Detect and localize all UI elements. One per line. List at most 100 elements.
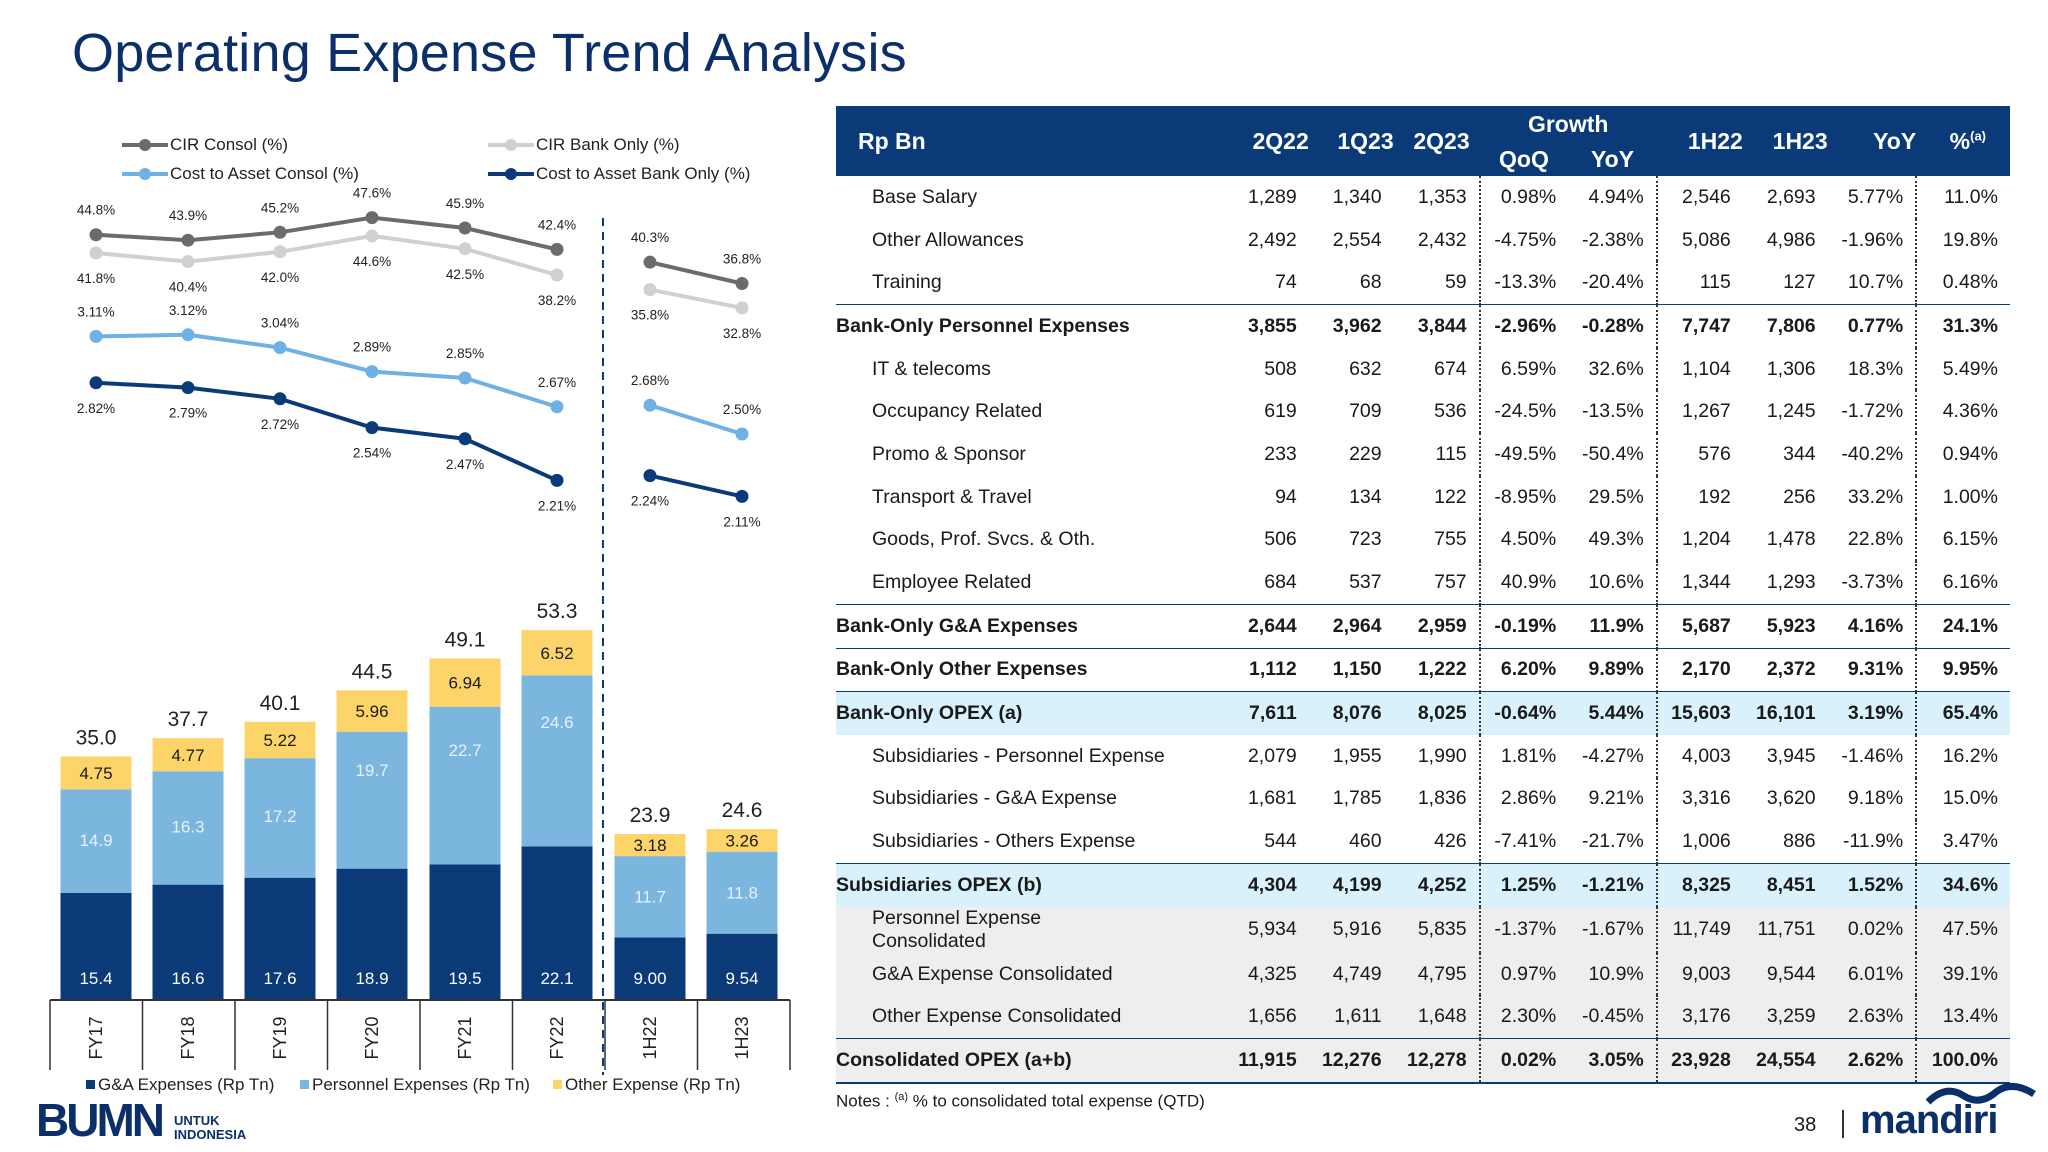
header-1h23: 1H23 [1742,106,1828,176]
table-cell: 24,554 [1742,1038,1828,1084]
table-cell: 59 [1393,261,1481,305]
bar-data-label: 22.1 [540,969,573,988]
bar-category-label: FY20 [362,1016,382,1059]
line-point [735,301,749,315]
line-series-2 [649,403,743,436]
table-cell: 7,806 [1742,304,1828,348]
table-cell: 3,316 [1681,787,1731,810]
table-cell: 755 [1393,518,1481,562]
table-cell: 4,252 [1393,862,1481,907]
table-cell: 11,915 [1225,1038,1309,1084]
row-label: Subsidiaries - G&A Expense [872,787,1117,810]
line-point [89,329,103,343]
table-cell: 1,990 [1393,734,1481,778]
line-point [273,392,287,406]
legend-label: CIR Consol (%) [170,135,288,154]
line-data-label: 32.8% [723,326,761,341]
table-row: Subsidiaries OPEX (b) 4,304 4,199 4,252 1.25… [836,862,2010,907]
table-cell: -20.4% [1568,261,1658,305]
table-cell: 9,003 [1656,952,1743,996]
table-row: Subsidiaries - Personnel Expense 2,079 1,9… [836,734,2010,778]
table-cell: -49.5% [1494,442,1557,465]
line-data-label: 43.9% [169,208,207,223]
bar-total-label: 23.9 [630,804,671,827]
bar-segment [60,892,132,1000]
line-point [550,400,564,414]
table-cell: 192 [1698,485,1731,508]
table-cell: 0.77% [1827,304,1918,348]
bar-segment [429,864,501,1000]
bar-data-label: 14.9 [79,831,112,850]
bar-segment [521,846,593,1000]
table-cell: 2,546 [1681,185,1731,208]
line-point [643,398,657,412]
bar-total-label: 49.1 [445,628,486,651]
table-cell: 576 [1698,442,1731,465]
header-1q23: 1Q23 [1308,106,1394,176]
legend-marker [505,139,517,151]
table-cell: -1.21% [1568,862,1658,907]
line-data-label: 42.5% [446,267,484,282]
opex-table: Rp Bn 2Q22 1Q23 2Q23 Growth 1H22 1H23 Yo… [836,106,2010,1084]
bar-category-label: 1H23 [732,1016,752,1059]
header-2q23: 2Q23 [1393,106,1480,176]
bar-data-label: 24.6 [540,713,573,732]
table-cell: 5,923 [1742,603,1828,649]
table-cell: 2,492 [1247,228,1297,251]
table-cell: 0.48% [1942,271,1998,294]
table-cell: 122 [1393,475,1481,519]
table-cell: 544 [1264,830,1297,853]
bar-segment [521,675,593,847]
table-row: Consolidated OPEX (a+b) 11,915 12,276 12,27… [836,1038,2010,1084]
row-label: Other Allowances [872,228,1024,251]
row-label: Occupancy Related [872,400,1043,423]
table-cell: 16,101 [1742,691,1828,735]
table-cell: -0.19% [1479,603,1569,649]
table-cell: 7,611 [1225,691,1309,735]
table-cell: 4,199 [1308,862,1394,907]
bar-segment [244,758,316,878]
table-cell: -2.38% [1568,218,1658,262]
line-point [365,365,379,379]
table-cell: 1,478 [1766,528,1816,551]
table-cell: 3.47% [1942,830,1998,853]
bar-category-label: FY18 [178,1016,198,1059]
table-cell: 5.44% [1568,691,1658,735]
line-point [735,489,749,503]
line-point [365,211,379,225]
row-label: Bank-Only G&A Expenses [836,603,1226,649]
bar-data-label: 22.7 [448,741,481,760]
bar-segment [244,721,316,759]
bar-segment [706,829,778,852]
header-growth: Growth [1479,106,1657,142]
table-cell: 0.02% [1479,1038,1569,1084]
table-cell: 4.50% [1500,528,1557,551]
table-cell: 0.97% [1479,952,1569,996]
line-data-label: 2.67% [538,375,576,390]
table-cell: 2,644 [1225,603,1309,649]
table-cell: 10.6% [1568,561,1658,605]
table-cell: 13.4% [1916,995,2010,1039]
table-cell: 4.94% [1568,176,1658,219]
bar-data-label: 6.52 [540,644,573,663]
line-point [273,245,287,259]
legend-swatch [86,1080,95,1089]
row-label: Personnel Expense Consolidated [836,906,1226,953]
table-cell: 8,451 [1742,862,1828,907]
table-cell: 6.16% [1942,571,1998,594]
bar-segment [429,658,501,707]
bar-data-label: 3.26 [725,831,758,850]
bar-data-label: 4.75 [79,764,112,783]
line-point [181,255,195,269]
table-cell: 3,259 [1742,995,1828,1039]
bar-segment [706,933,778,1000]
table-cell: -4.27% [1568,734,1658,778]
table-row: Bank-Only OPEX (a) 7,611 8,076 8,025 -0.64% 5… [836,691,2010,735]
table-cell: 5,835 [1393,906,1481,953]
table-cell: -0.64% [1479,691,1569,735]
line-series-3 [95,380,558,483]
table-cell: 4,304 [1225,862,1309,907]
page-title: Operating Expense Trend Analysis [72,23,907,83]
row-label: G&A Expense Consolidated [836,952,1226,996]
line-point [365,229,379,243]
